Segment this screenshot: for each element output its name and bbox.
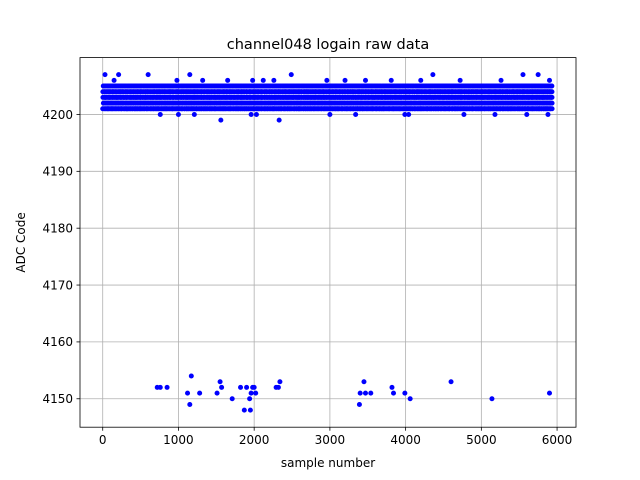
data-point [187,401,193,407]
data-point [197,390,203,396]
data-point [157,111,163,117]
data-point [546,77,552,83]
data-point [174,77,180,83]
ticks-layer: 0 1000 2000 3000 4000 5000 6000 4150 4160 4170 418… [42,108,572,447]
data-point [545,111,551,117]
data-point [448,379,454,385]
data-point [324,77,330,83]
data-point [406,111,412,117]
data-point [546,390,552,396]
data-point [217,379,223,385]
data-point [102,72,108,78]
data-point [549,94,555,100]
plot-frame [79,57,577,428]
chart-title: channel048 logain raw data [227,37,429,53]
data-point [164,384,170,390]
data-point [185,390,191,396]
data-point [362,390,368,396]
data-point [175,111,181,117]
data-point [191,111,197,117]
data-point [402,390,408,396]
data-point [277,379,283,385]
data-point [187,72,193,78]
data-point [247,407,253,413]
data-point [489,396,495,402]
data-point [327,111,333,117]
data-point [250,77,256,83]
y-tick-label: 4190 [42,165,73,179]
data-point [492,111,498,117]
x-tick-label: 2000 [239,433,270,447]
data-point [219,384,225,390]
data-point [225,77,231,83]
y-tick-label: 4180 [42,221,73,235]
data-point [247,396,253,402]
data-point [535,72,541,78]
data-point [357,390,363,396]
data-point [356,401,362,407]
data-point [244,384,250,390]
x-tick-label: 4000 [390,433,421,447]
data-point [214,390,220,396]
data-point [188,373,194,379]
y-tick-label: 4160 [42,335,73,349]
x-tick-label: 0 [99,433,107,447]
data-point [498,77,504,83]
data-point [275,384,281,390]
data-point [253,390,259,396]
data-point [549,83,555,89]
data-point [271,77,277,83]
data-point [157,384,163,390]
data-point [253,111,259,117]
data-point [457,77,463,83]
data-point [342,77,348,83]
data-point [520,72,526,78]
data-point [430,72,436,78]
data-point [288,72,294,78]
data-point [407,396,413,402]
y-axis-label: ADC Code [14,212,28,272]
data-point [461,111,467,117]
data-point [549,89,555,95]
data-point [418,77,424,83]
data-point [549,106,555,112]
x-tick-label: 6000 [542,433,573,447]
data-point [362,77,368,83]
x-tick-label: 1000 [163,433,194,447]
data-point [361,379,367,385]
y-tick-label: 4200 [42,108,73,122]
data-point [402,111,408,117]
data-point [260,77,266,83]
x-tick-label: 5000 [466,433,497,447]
data-point [218,117,224,123]
data-point [368,390,374,396]
data-point [241,407,247,413]
data-point [391,390,397,396]
x-tick-label: 3000 [315,433,346,447]
data-point [229,396,235,402]
data-point [549,100,555,106]
x-axis-label: sample number [281,456,375,470]
data-point [145,72,151,78]
data-point [200,77,206,83]
data-point [248,390,254,396]
points-layer [100,72,555,413]
data-point [276,117,282,123]
data-point [238,384,244,390]
data-point [248,111,254,117]
data-point [353,111,359,117]
y-tick-label: 4170 [42,278,73,292]
data-point [389,384,395,390]
data-point [388,77,394,83]
data-point [116,72,122,78]
data-point [251,384,257,390]
data-point [111,77,117,83]
y-tick-label: 4150 [42,392,73,406]
data-point [524,111,530,117]
